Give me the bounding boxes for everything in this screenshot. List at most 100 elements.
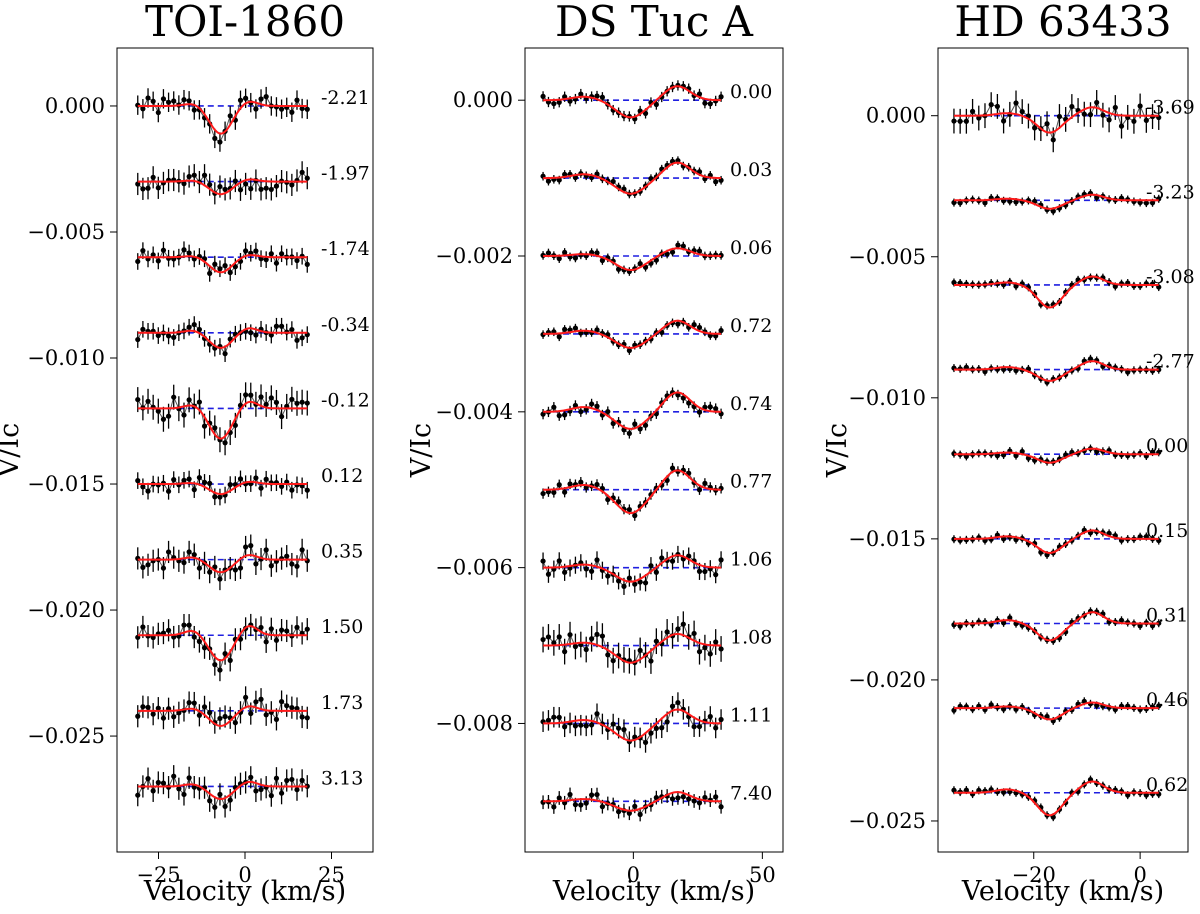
stokes-v-profile: 0.72 (540, 315, 772, 355)
observed-line (542, 701, 722, 744)
data-point (675, 699, 681, 706)
data-point (273, 716, 280, 722)
data-point (1081, 111, 1087, 117)
data-point (273, 637, 280, 643)
data-point (718, 557, 724, 563)
data-point (243, 392, 249, 398)
stokes-v-profile: 0.77 (540, 462, 772, 521)
data-point (135, 478, 141, 484)
data-point (653, 569, 659, 575)
model-fit-line (543, 247, 722, 271)
data-point (243, 248, 249, 254)
data-point (589, 636, 595, 642)
data-point (294, 257, 300, 264)
data-point (659, 725, 665, 731)
data-point (145, 95, 151, 101)
data-point (957, 623, 963, 629)
data-point (181, 181, 187, 187)
data-point (145, 185, 151, 191)
data-point (632, 421, 638, 427)
data-point (140, 248, 146, 254)
data-point (556, 177, 562, 183)
data-point (1019, 109, 1025, 115)
data-point (545, 250, 552, 256)
stokes-v-profile: 1.50 (135, 613, 363, 682)
y-tick-label: 0.000 (45, 94, 105, 118)
data-point (567, 632, 573, 638)
data-point (621, 583, 627, 589)
data-point (186, 98, 192, 104)
data-point (294, 400, 300, 406)
data-point (556, 482, 562, 488)
data-point (680, 794, 686, 800)
observed-line (542, 467, 722, 517)
data-point (171, 773, 177, 779)
rotation-phase-label: 0.31 (1146, 604, 1188, 626)
x-axis-label: Velocity (km/s) (552, 876, 755, 907)
data-point (680, 243, 686, 249)
rotation-phase-label: 7.40 (730, 782, 772, 804)
data-point (969, 108, 976, 114)
data-point (253, 699, 259, 705)
data-point (165, 413, 172, 419)
model-fit-line (954, 447, 1159, 464)
data-point (268, 563, 274, 569)
data-point (150, 98, 156, 104)
data-point (540, 490, 546, 497)
data-point (567, 481, 573, 487)
data-point (232, 567, 238, 573)
data-point (186, 250, 192, 256)
data-point (248, 774, 254, 780)
data-point (545, 571, 552, 577)
data-point (669, 558, 676, 564)
data-point (696, 649, 703, 655)
data-point (284, 703, 290, 709)
data-point (196, 326, 202, 333)
data-point (562, 326, 568, 333)
data-point (294, 705, 300, 712)
data-point (217, 266, 223, 272)
data-point (278, 627, 285, 633)
data-point (551, 640, 557, 646)
y-tick-label: −0.010 (27, 346, 105, 370)
data-point (222, 351, 228, 357)
y-tick-label: 0.000 (453, 88, 513, 112)
stokes-v-profile: 1.06 (540, 545, 772, 595)
data-point (1050, 137, 1056, 143)
data-point (207, 569, 213, 575)
data-point (562, 412, 568, 418)
data-point (610, 658, 616, 664)
data-point (1106, 117, 1112, 123)
data-point (232, 422, 238, 428)
data-point (181, 791, 187, 798)
model-fit-line (137, 178, 308, 196)
data-point (1156, 620, 1162, 626)
model-fit-line (543, 85, 722, 119)
data-point (150, 711, 156, 717)
data-point (304, 175, 310, 181)
data-point (610, 178, 616, 185)
data-point (299, 547, 305, 553)
stokes-v-profile: 1.08 (540, 611, 772, 676)
data-point (268, 332, 274, 338)
data-point (171, 477, 177, 483)
data-point (567, 791, 573, 798)
data-point (957, 118, 963, 124)
panel-title: DS Tuc A (555, 0, 754, 46)
data-point (664, 251, 670, 257)
data-point (201, 645, 208, 651)
axes-frame (524, 47, 784, 853)
data-point (135, 336, 141, 343)
x-tick-label: 50 (749, 863, 776, 887)
model-fit-line (954, 360, 1159, 382)
data-point (713, 794, 719, 800)
data-point (237, 187, 244, 193)
data-point (632, 581, 638, 587)
data-point (278, 483, 285, 489)
data-point (165, 549, 172, 555)
data-point (181, 412, 187, 418)
data-point (284, 628, 290, 634)
y-tick-label: −0.015 (27, 472, 105, 496)
data-point (1044, 713, 1050, 720)
data-point (1001, 706, 1007, 712)
